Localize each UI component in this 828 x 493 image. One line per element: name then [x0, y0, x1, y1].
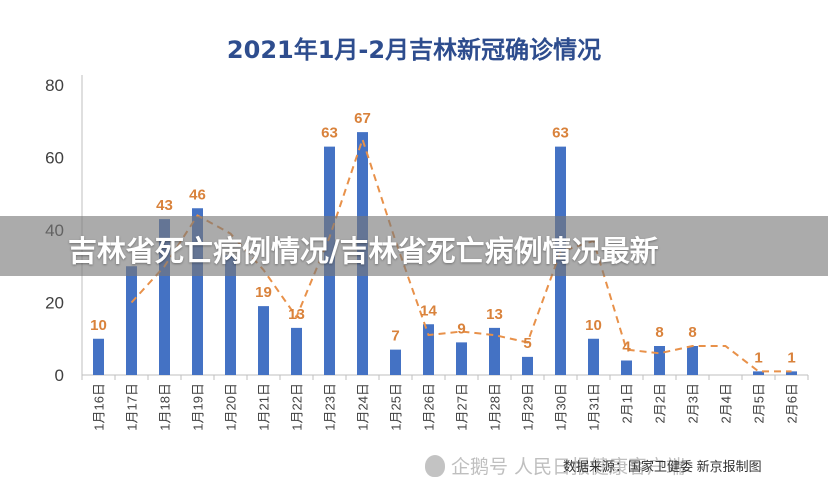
- chart-title: 2021年1月-2月吉林新冠确诊情况: [226, 36, 602, 64]
- bar: [621, 360, 632, 375]
- trend-line: [130, 136, 792, 373]
- bar: [192, 208, 203, 375]
- bar: [654, 346, 665, 375]
- watermark: 企鹅号 人民日报健康客户端: [425, 452, 685, 479]
- data-label: 9: [457, 320, 465, 337]
- headline-banner: [0, 216, 828, 276]
- bar: [489, 327, 500, 375]
- x-tick-label: 2月5日: [752, 383, 767, 423]
- data-label: 63: [321, 125, 338, 142]
- x-tick-label: 1月31日: [587, 383, 602, 431]
- x-tick-label: 1月25日: [389, 383, 404, 431]
- x-tick-label: 1月27日: [455, 383, 470, 431]
- data-label: 13: [486, 306, 503, 323]
- x-tick-label: 2月6日: [785, 383, 800, 423]
- bar: [126, 266, 137, 375]
- data-label: 4: [622, 339, 631, 356]
- y-tick-label: 60: [45, 149, 64, 168]
- data-label: 43: [156, 197, 173, 214]
- penguin-icon: [425, 455, 445, 477]
- bar: [456, 342, 467, 375]
- x-tick-label: 1月28日: [488, 383, 503, 431]
- x-tick-label: 1月24日: [356, 383, 371, 431]
- data-label: 19: [255, 284, 272, 301]
- data-label: 63: [552, 125, 569, 142]
- bar: [522, 356, 533, 375]
- data-label: 67: [354, 110, 371, 127]
- x-tick-label: 2月1日: [620, 383, 635, 423]
- data-label: 5: [523, 335, 531, 352]
- x-tick-label: 1月30日: [554, 383, 569, 431]
- x-tick-label: 1月18日: [158, 383, 173, 431]
- data-label: 10: [90, 317, 107, 334]
- x-tick-label: 1月17日: [125, 383, 140, 431]
- bar: [687, 346, 698, 375]
- x-tick-label: 1月29日: [521, 383, 536, 431]
- data-label: 14: [420, 302, 437, 319]
- y-tick-label: 80: [45, 76, 64, 95]
- bar: [291, 327, 302, 375]
- data-label: 8: [655, 324, 663, 341]
- x-tick-label: 2月3日: [686, 383, 701, 423]
- bar: [225, 255, 236, 375]
- x-tick-label: 1月16日: [92, 383, 107, 431]
- x-tick-label: 1月26日: [422, 383, 437, 431]
- bar: [753, 371, 764, 375]
- source-note: 数据来源：国家卫健委 新京报制图: [563, 459, 762, 474]
- bar: [588, 338, 599, 375]
- data-label: 46: [189, 186, 206, 203]
- x-tick-label: 1月20日: [224, 383, 239, 431]
- data-label: 10: [585, 317, 602, 334]
- bar: [93, 338, 104, 375]
- data-label: 7: [391, 328, 399, 345]
- bar: [159, 219, 170, 375]
- bar: [423, 324, 434, 375]
- data-label: 8: [688, 324, 696, 341]
- headline-text: 吉林省死亡病例情况/吉林省死亡病例情况最新: [68, 234, 659, 268]
- x-tick-label: 2月2日: [653, 383, 668, 423]
- y-tick-label: 0: [55, 366, 64, 385]
- bar: [390, 349, 401, 375]
- watermark-text: 企鹅号 人民日报健康客户端: [451, 456, 686, 478]
- x-tick-label: 1月21日: [257, 383, 272, 431]
- data-label: 1: [787, 349, 795, 366]
- x-tick-label: 1月19日: [191, 383, 206, 431]
- y-tick-label: 20: [45, 294, 64, 313]
- x-tick-label: 2月4日: [719, 383, 734, 423]
- data-label: 13: [288, 306, 305, 323]
- x-tick-label: 1月22日: [290, 383, 305, 431]
- x-tick-label: 1月23日: [323, 383, 338, 431]
- data-label: 1: [754, 349, 762, 366]
- bar: [258, 306, 269, 375]
- bar: [786, 371, 797, 375]
